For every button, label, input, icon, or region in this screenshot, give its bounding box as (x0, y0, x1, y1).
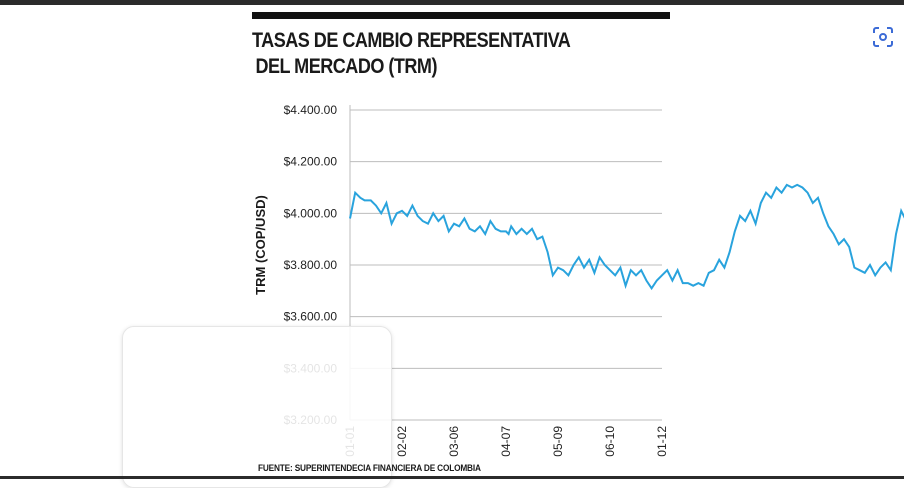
grid (349, 105, 662, 421)
x-tick-label-3: 04-07 (499, 426, 513, 457)
y-tick-label-0: $4.400.00 (284, 103, 338, 117)
y-axis-label: TRM (COP/USD) (253, 195, 268, 295)
title-rule (252, 12, 670, 19)
series-line-trm (349, 183, 904, 291)
x-tick-label-1: 02-02 (395, 426, 409, 457)
overlay-card (122, 326, 392, 488)
chart-title-line1: TASAS DE CAMBIO REPRESENTATIVA (252, 29, 571, 52)
image-search-lens-icon[interactable] (868, 22, 898, 52)
x-tick-label-5: 06-10 (603, 426, 617, 457)
source-note: FUENTE: SUPERINTENDECIA FINANCIERA DE CO… (258, 463, 481, 473)
chart-title: TASAS DE CAMBIO REPRESENTATIVA DEL MERCA… (252, 28, 571, 80)
bottom-frame-bar (0, 476, 904, 479)
x-tick-label-2: 03-06 (447, 426, 461, 457)
y-tick-label-1: $4.200.00 (284, 155, 338, 169)
y-tick-label-2: $4.000.00 (284, 206, 338, 220)
chart-title-line2: DEL MERCADO (TRM) (255, 55, 437, 78)
x-tick-label-4: 05-09 (551, 426, 565, 457)
x-tick-label-6: 01-12 (655, 426, 669, 457)
top-frame-bar (0, 0, 904, 5)
y-tick-label-4: $3.600.00 (284, 310, 338, 324)
y-tick-label-3: $3.800.00 (284, 258, 338, 272)
